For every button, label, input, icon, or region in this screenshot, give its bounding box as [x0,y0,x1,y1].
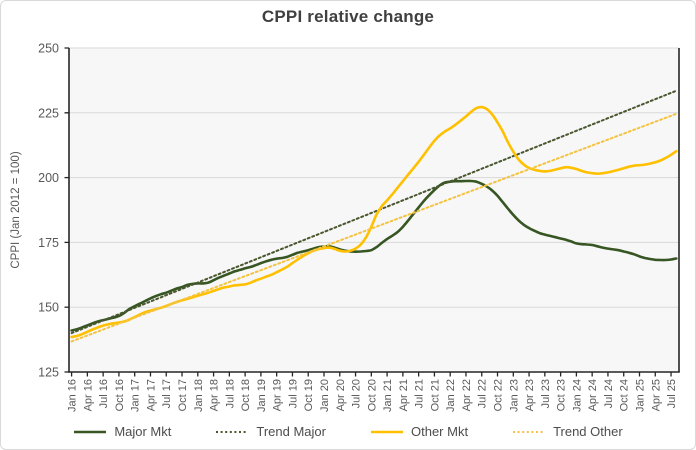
svg-text:Apr 23: Apr 23 [524,379,536,411]
svg-text:Jul 22: Jul 22 [477,379,489,408]
svg-text:Apr 19: Apr 19 [272,379,284,411]
svg-text:Jul 19: Jul 19 [287,379,299,408]
svg-text:Jul 18: Jul 18 [224,379,236,408]
svg-text:Jan 24: Jan 24 [571,379,583,412]
svg-text:Jan 22: Jan 22 [445,379,457,412]
svg-text:150: 150 [38,301,59,315]
svg-text:Jul 20: Jul 20 [351,379,363,408]
svg-text:Jul 17: Jul 17 [161,379,173,408]
trend-major-line-swatch-icon [216,430,249,433]
svg-text:225: 225 [38,106,59,120]
svg-text:Jul 24: Jul 24 [603,379,615,408]
svg-text:250: 250 [38,42,59,56]
y-axis-title: CPPI (Jan 2012 = 100) [10,151,22,269]
legend-item-trend-major: Trend Major [215,424,326,439]
legend-item-major-mkt: Major Mkt [73,424,171,439]
svg-text:Jan 16: Jan 16 [67,379,79,412]
svg-text:Oct 23: Oct 23 [556,379,568,411]
svg-text:Oct 22: Oct 22 [493,379,505,411]
legend-label-trend-other: Trend Other [553,424,623,439]
svg-text:125: 125 [38,366,59,380]
svg-text:Jan 20: Jan 20 [319,379,331,412]
svg-text:Apr 16: Apr 16 [82,379,94,411]
svg-text:Jan 25: Jan 25 [634,379,646,412]
legend-label-major-mkt: Major Mkt [114,424,172,439]
svg-text:Jul 25: Jul 25 [666,379,678,408]
svg-text:200: 200 [38,171,59,185]
legend-item-other-mkt: Other Mkt [370,424,468,439]
legend-label-other-mkt: Other Mkt [410,424,469,439]
legend-item-trend-other: Trend Other [512,424,623,439]
svg-text:Apr 17: Apr 17 [145,379,157,411]
svg-text:Apr 25: Apr 25 [650,379,662,411]
svg-text:Apr 24: Apr 24 [587,379,599,411]
svg-text:Jan 18: Jan 18 [193,379,205,412]
svg-text:Oct 17: Oct 17 [177,379,189,411]
chart-title: CPPI relative change [261,7,435,26]
svg-text:Oct 21: Oct 21 [429,379,441,411]
trend-other-line-swatch-icon [513,430,546,433]
svg-text:Oct 24: Oct 24 [619,379,631,411]
svg-text:Oct 16: Oct 16 [114,379,126,411]
svg-text:Jan 21: Jan 21 [382,379,394,412]
svg-text:Oct 20: Oct 20 [366,379,378,411]
svg-text:Jan 19: Jan 19 [256,379,268,412]
svg-text:Oct 18: Oct 18 [240,379,252,411]
other-mkt-line-swatch-icon [370,430,403,433]
svg-text:Jul 23: Jul 23 [540,379,552,408]
legend: Major Mkt Trend Major Other Mkt Trend Ot… [1,424,695,439]
svg-text:175: 175 [38,236,59,250]
svg-text:Jul 21: Jul 21 [414,379,426,408]
svg-text:Oct 19: Oct 19 [303,379,315,411]
plot-area: 250 225 200 175 150 125 Jan 16 Apr 16 Jul 16 Oct … [38,42,680,412]
svg-text:Jul 16: Jul 16 [98,379,110,408]
svg-text:Apr 21: Apr 21 [398,379,410,411]
svg-text:Apr 18: Apr 18 [209,379,221,411]
legend-label-trend-major: Trend Major [256,424,326,439]
svg-text:Apr 22: Apr 22 [461,379,473,411]
svg-text:Jan 17: Jan 17 [130,379,142,412]
svg-text:Jan 23: Jan 23 [508,379,520,412]
svg-text:Apr 20: Apr 20 [335,379,347,411]
major-mkt-line-swatch-icon [74,430,107,433]
